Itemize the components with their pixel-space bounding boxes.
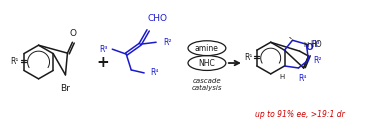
Text: H: H xyxy=(279,74,284,80)
Text: R³: R³ xyxy=(99,45,107,54)
Text: O: O xyxy=(70,29,77,38)
Text: CHO: CHO xyxy=(147,14,167,23)
Text: R²: R² xyxy=(313,56,322,65)
Text: O: O xyxy=(306,43,313,52)
Text: +: + xyxy=(96,54,109,70)
Text: H: H xyxy=(304,42,309,48)
Text: up to 91% ee, >19:1 dr: up to 91% ee, >19:1 dr xyxy=(255,110,344,119)
Text: R¹: R¹ xyxy=(11,57,19,66)
Text: R¹: R¹ xyxy=(245,53,253,62)
Text: amine: amine xyxy=(195,44,219,53)
Text: HO: HO xyxy=(311,40,322,49)
Text: cascade
catalysis: cascade catalysis xyxy=(192,78,222,91)
Text: NHC: NHC xyxy=(198,58,215,67)
Text: Br: Br xyxy=(60,84,70,93)
Text: R³: R³ xyxy=(311,40,320,49)
Text: R⁴: R⁴ xyxy=(150,68,158,77)
Text: R⁴: R⁴ xyxy=(298,74,307,83)
Text: R²: R² xyxy=(163,38,172,47)
